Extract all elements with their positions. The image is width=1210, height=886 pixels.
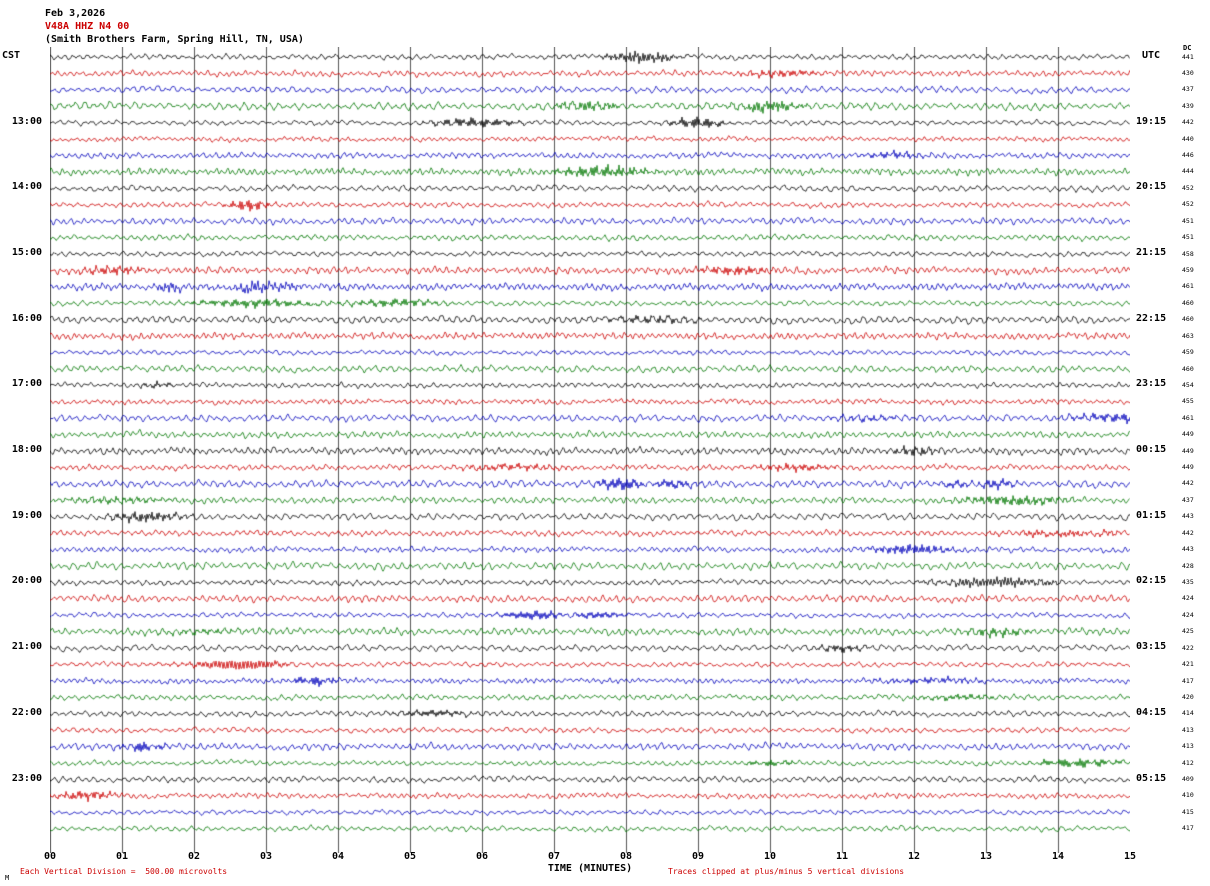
dc-value: 410 <box>1182 791 1194 800</box>
clipping-note: Traces clipped at plus/minus 5 vertical … <box>668 867 905 876</box>
x-axis-title: TIME (MINUTES) <box>547 863 633 874</box>
x-tick-label: 12 <box>907 851 921 862</box>
dc-value: 446 <box>1182 151 1194 159</box>
dc-value: 460 <box>1182 315 1194 324</box>
cst-hour-label: 15:00 <box>11 247 42 258</box>
x-tick-label: 00 <box>43 851 57 862</box>
cst-hour-label: 16:00 <box>11 312 42 324</box>
dc-value: 459 <box>1182 266 1194 274</box>
utc-hour-label: 01:15 <box>1136 509 1167 521</box>
x-tick-label: 11 <box>835 851 849 862</box>
dc-value: 409 <box>1182 775 1194 783</box>
dc-value: 459 <box>1182 348 1194 357</box>
dc-value: 440 <box>1182 134 1194 143</box>
cst-hour-label: 18:00 <box>11 444 42 456</box>
cst-hour-label: 23:00 <box>11 772 42 784</box>
dc-value: 441 <box>1182 52 1194 61</box>
x-tick-label: 15 <box>1123 851 1137 862</box>
utc-hour-label: 02:15 <box>1136 575 1167 587</box>
utc-hour-label: 00:15 <box>1136 444 1167 456</box>
cst-hour-label: 22:00 <box>11 706 42 718</box>
cst-hour-label: 17:00 <box>11 378 42 390</box>
x-tick-label: 05 <box>403 851 417 862</box>
dc-value: 424 <box>1182 610 1194 619</box>
vertical-scale-note: Each Vertical Division = 500.00 microvol… <box>20 867 228 876</box>
dc-value: 449 <box>1182 463 1194 471</box>
cst-hour-label: 14:00 <box>11 181 42 193</box>
dc-value: 461 <box>1182 413 1194 422</box>
dc-value: 422 <box>1182 643 1194 652</box>
header-station-id: V48A HHZ N4 00 <box>45 21 130 32</box>
dc-value: 415 <box>1182 807 1194 816</box>
dc-value: 417 <box>1182 676 1194 685</box>
dc-value: 442 <box>1182 118 1194 127</box>
dc-value: 449 <box>1182 430 1194 439</box>
utc-hour-label: 04:15 <box>1136 706 1167 718</box>
dc-value: 451 <box>1182 233 1194 242</box>
dc-value: 435 <box>1182 577 1194 586</box>
x-tick-label: 03 <box>259 851 273 862</box>
dc-value: 428 <box>1182 561 1194 570</box>
x-tick-label: 08 <box>619 851 633 862</box>
dc-value: 461 <box>1182 282 1194 291</box>
dc-value: 424 <box>1182 594 1194 603</box>
dc-value: 452 <box>1182 183 1194 192</box>
dc-value: 417 <box>1182 824 1194 833</box>
utc-hour-label: 03:15 <box>1136 641 1167 653</box>
dc-value: 412 <box>1182 758 1194 767</box>
left-timezone-label: CST <box>2 50 21 61</box>
dc-value: 439 <box>1182 101 1194 110</box>
dc-value: 443 <box>1182 512 1194 521</box>
x-tick-label: 06 <box>475 851 489 862</box>
dc-value: 437 <box>1182 495 1194 504</box>
dc-value: 451 <box>1182 216 1194 225</box>
dc-value: 442 <box>1182 479 1194 488</box>
utc-hour-label: 23:15 <box>1136 378 1167 390</box>
dc-value: 421 <box>1182 660 1194 668</box>
dc-value: 413 <box>1182 742 1194 751</box>
dc-value: 437 <box>1182 85 1194 94</box>
cst-hour-label: 19:00 <box>11 509 42 521</box>
utc-hour-label: 21:15 <box>1136 247 1167 258</box>
dc-value: 443 <box>1182 545 1194 554</box>
utc-hour-label: 22:15 <box>1136 312 1167 324</box>
cst-hour-label: 21:00 <box>11 641 42 653</box>
x-tick-label: 02 <box>187 851 201 862</box>
cst-hour-label: 20:00 <box>11 575 42 587</box>
dc-value: 449 <box>1182 446 1194 455</box>
x-tick-label: 04 <box>331 851 345 862</box>
dc-value: 463 <box>1182 331 1194 340</box>
dc-value: 442 <box>1182 528 1194 537</box>
x-tick-label: 01 <box>115 851 129 862</box>
x-tick-label: 09 <box>691 851 705 862</box>
x-tick-label: 14 <box>1051 851 1065 862</box>
dc-value: 413 <box>1182 725 1194 734</box>
seismogram-traces-canvas <box>50 47 1130 853</box>
dc-value: 455 <box>1182 397 1194 406</box>
dc-value: 460 <box>1182 364 1194 373</box>
header-date: Feb 3,2026 <box>45 8 106 19</box>
dc-value: 452 <box>1182 200 1194 209</box>
dc-value: 460 <box>1182 298 1194 307</box>
corner-mark: M <box>5 874 10 882</box>
dc-value: 458 <box>1182 249 1194 258</box>
dc-value: 444 <box>1182 167 1194 176</box>
dc-column-header: DC <box>1183 44 1192 52</box>
right-timezone-label: UTC <box>1142 50 1161 61</box>
header-station-location: (Smith Brothers Farm, Spring Hill, TN, U… <box>45 34 304 45</box>
dc-value: 414 <box>1182 709 1194 718</box>
x-tick-label: 07 <box>547 851 561 862</box>
utc-hour-label: 19:15 <box>1136 115 1167 127</box>
dc-value: 420 <box>1182 692 1194 701</box>
x-tick-label: 10 <box>763 851 777 862</box>
utc-hour-label: 20:15 <box>1136 181 1167 193</box>
dc-value: 454 <box>1182 380 1194 389</box>
cst-hour-label: 13:00 <box>11 115 42 127</box>
dc-value: 430 <box>1182 68 1194 77</box>
dc-value: 425 <box>1182 627 1194 636</box>
x-tick-label: 13 <box>979 851 993 862</box>
utc-hour-label: 05:15 <box>1136 772 1167 784</box>
